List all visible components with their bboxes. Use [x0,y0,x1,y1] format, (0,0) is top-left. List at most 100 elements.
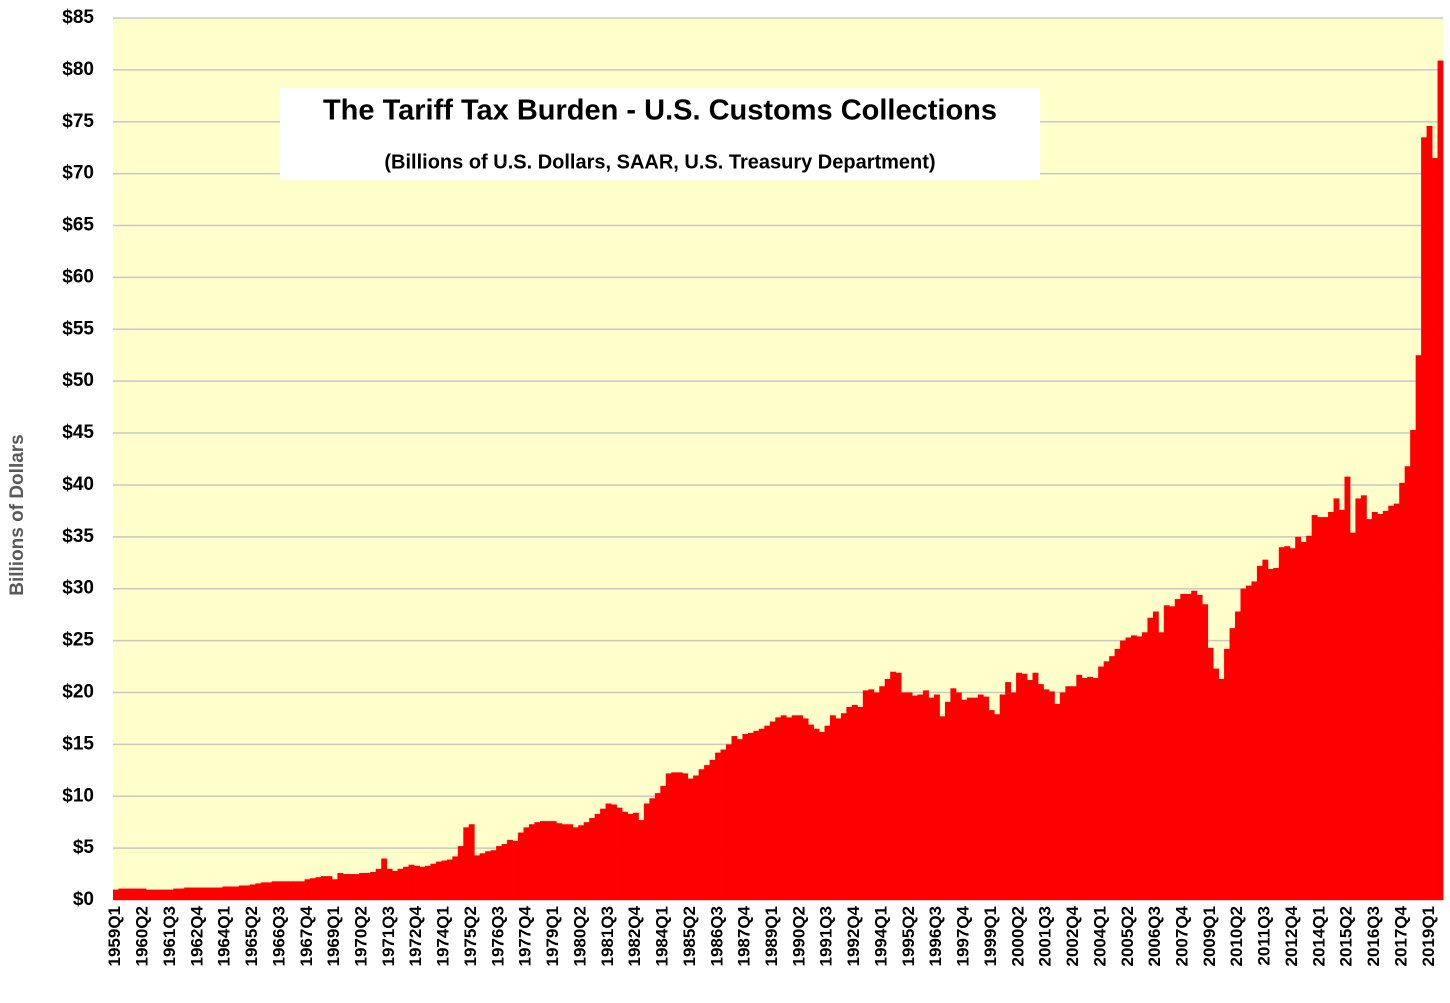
x-tick-label: 1996Q3 [926,906,945,967]
bar [392,870,399,900]
bar [381,858,388,900]
bar [1421,137,1427,900]
y-tick-label: $5 [73,837,95,858]
x-tick-label: 1984Q1 [653,906,672,967]
bar [687,778,694,900]
x-tick-label: 1977Q4 [516,905,535,966]
x-tick-label: 1972Q4 [406,905,425,966]
bar [1054,703,1061,900]
x-tick-label: 1974Q1 [434,906,453,967]
bar [786,717,793,900]
bar [742,733,749,900]
bar [337,873,344,900]
y-tick-label: $0 [73,889,94,910]
bar [162,889,169,900]
bar [676,772,683,900]
bar [1284,546,1291,900]
bar [747,732,754,900]
bar [802,718,809,900]
bars [113,60,1444,901]
bar [386,868,393,900]
y-tick-label: $35 [62,526,94,547]
bar [310,878,316,900]
bar [791,715,798,900]
bar [1235,611,1241,900]
bar [944,701,951,900]
bar [474,855,481,900]
bar [819,731,825,900]
bar [277,881,284,900]
x-tick-label: 2015Q2 [1337,906,1356,967]
bar [622,811,628,900]
bar [1339,509,1345,900]
bar [928,697,935,900]
x-tick-label: 1981Q3 [598,906,617,967]
bar [1262,559,1269,900]
bar [813,728,820,900]
bar [151,889,158,900]
bar [1021,673,1028,900]
bar [1393,503,1400,900]
x-tick-label: 1990Q2 [789,906,808,967]
bar [1300,542,1307,900]
x-tick-label: 1980Q2 [570,906,589,967]
bar [1218,678,1225,900]
bar [216,887,223,900]
bar [1355,498,1362,900]
bar [654,793,661,900]
bar [1109,656,1116,900]
x-tick-label: 1965Q2 [242,906,261,967]
bar [331,879,338,900]
bar [430,863,437,900]
bar [879,686,886,900]
bar [1267,568,1274,900]
bar [288,881,295,900]
bar [189,887,196,900]
x-tick-label: 2014Q1 [1309,906,1328,967]
bar [1147,617,1154,900]
bar [616,807,623,900]
y-tick-label: $80 [62,59,94,80]
x-tick-label: 1992Q4 [844,905,863,966]
bar [660,785,667,900]
bar [698,769,705,900]
bar [320,876,327,900]
bar [1382,510,1389,900]
bar [835,718,842,900]
x-tick-label: 2004Q1 [1090,906,1109,967]
bar [1251,581,1258,900]
bar [638,820,645,900]
bar [1366,519,1373,900]
bar [211,887,218,900]
x-tick-label: 1970Q2 [352,906,371,967]
bar [1437,60,1444,901]
x-tick-label: 2012Q4 [1282,905,1301,966]
bar [1141,632,1148,900]
bar [1328,511,1334,900]
bar [1010,692,1017,900]
bar [501,843,508,900]
bar [167,889,174,900]
bar [271,881,278,900]
bar [1410,429,1417,900]
bar [1196,594,1203,900]
bar [463,827,470,900]
x-tick-label: 1995Q2 [899,906,918,967]
bar [485,851,492,900]
bar [1245,585,1252,900]
x-tick-label: 2001Q3 [1036,906,1055,967]
bar [419,866,426,900]
bar [1256,565,1263,900]
y-tick-label: $70 [62,163,94,184]
bar [912,695,918,900]
bar [955,692,962,900]
bar [414,865,420,900]
bar [375,868,382,900]
bar [206,887,212,900]
bar [195,887,201,900]
bar [249,884,256,900]
bar [550,821,557,900]
bar [348,874,355,900]
x-tick-label: 2010Q2 [1227,906,1246,967]
